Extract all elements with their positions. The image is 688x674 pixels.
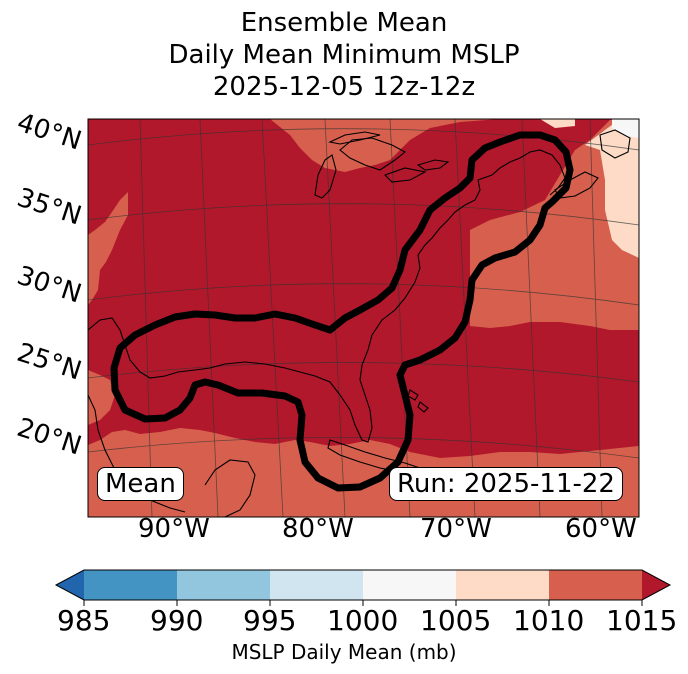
coastlines — [88, 129, 631, 517]
mean-label-box: Mean — [97, 467, 184, 501]
colorbar-under-arrow — [56, 570, 84, 600]
title-line-3: 2025-12-05 12z-12z — [212, 72, 476, 102]
field-1005-1010-ne — [540, 119, 575, 128]
field-1010-1015-west — [88, 192, 128, 305]
lon-label-80w: 80°W — [282, 514, 354, 544]
colorbar-tick-990: 990 — [150, 604, 204, 637]
lon-label-60w: 60°W — [565, 514, 637, 544]
title-line-1: Ensemble Mean — [240, 8, 448, 38]
colorbar-bin-1005-1010 — [456, 570, 549, 600]
field-1010-1015-east — [470, 119, 639, 330]
colorbar-ticks — [83, 600, 643, 606]
colorbar-bin-985-990 — [84, 570, 177, 600]
colorbar-bin-1010-1015 — [549, 570, 642, 600]
map-plot-area — [88, 119, 639, 517]
title-line-2: Daily Mean Minimum MSLP — [168, 40, 520, 70]
lon-label-70w: 70°W — [420, 514, 492, 544]
mean-contour — [110, 131, 574, 492]
graticule — [88, 119, 639, 517]
colorbar-title: MSLP Daily Mean (mb) — [231, 640, 457, 664]
colorbar-bin-995-1000 — [270, 570, 363, 600]
lon-label-90w: 90°W — [138, 514, 210, 544]
colorbar-tick-1010: 1010 — [513, 604, 585, 637]
colorbar-tick-985: 985 — [57, 604, 111, 637]
run-label-box: Run: 2025-11-22 — [389, 467, 623, 501]
map-frame — [87, 118, 640, 518]
colorbar-tick-1000: 1000 — [327, 604, 399, 637]
colorbar-tick-1005: 1005 — [420, 604, 492, 637]
colorbar-bin-1000-1005 — [363, 570, 456, 600]
colorbar-bin-990-995 — [177, 570, 270, 600]
colorbar-tick-995: 995 — [243, 604, 297, 637]
colorbar-tick-1015: 1015 — [606, 604, 678, 637]
colorbar-over-arrow — [642, 570, 670, 600]
field-1000-1005 — [612, 119, 639, 138]
